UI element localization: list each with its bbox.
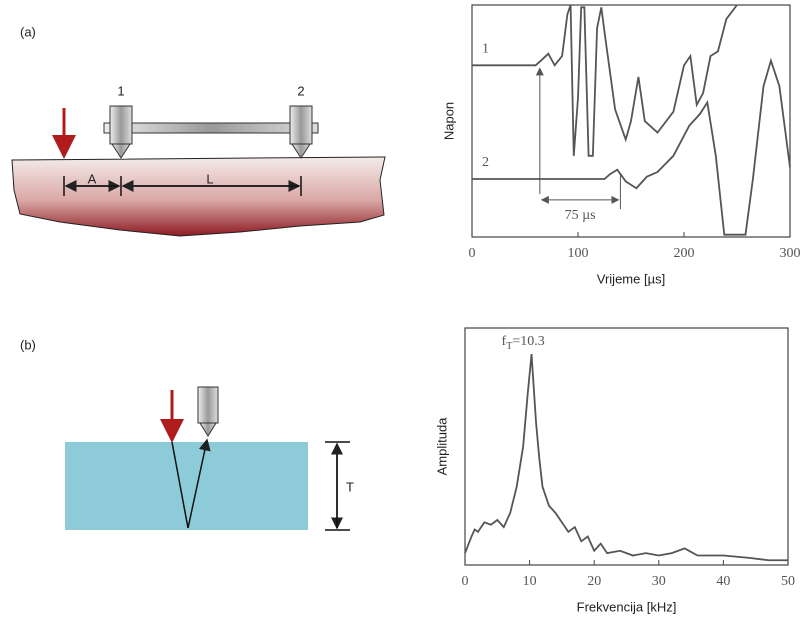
sensor-bar [103, 122, 319, 134]
wave-path [171, 441, 189, 529]
thickness-dimension [325, 441, 350, 531]
peak-label-part: T [506, 341, 512, 352]
sensor-tip [291, 143, 311, 159]
sensor-label: 1 [117, 83, 124, 98]
thickness-label: T [346, 479, 354, 494]
sensor-label: 2 [297, 83, 304, 98]
x-tick-label: 0 [469, 246, 476, 261]
signal-line [464, 353, 788, 562]
y-axis-label: Napon [441, 102, 456, 140]
x-tick-label: 50 [781, 574, 795, 589]
sensor-1 [109, 105, 133, 145]
panel-label: (b) [20, 337, 36, 352]
plot-frame [464, 327, 789, 566]
signal-line [472, 4, 738, 157]
distance-label: L [206, 171, 213, 186]
series-label: 2 [482, 155, 489, 170]
sensor [197, 386, 219, 424]
y-axis-label: Amplituda [434, 417, 449, 476]
x-tick-label: 100 [568, 246, 589, 261]
peak-label-part: f [502, 334, 507, 349]
distance-label: A [88, 171, 97, 186]
x-tick-label: 20 [587, 574, 601, 589]
dimension-lines [63, 176, 302, 196]
plot-frame [471, 4, 791, 238]
sensor-tip [199, 422, 217, 437]
peak-label-part: =10.3 [512, 334, 544, 349]
series-label: 1 [482, 42, 489, 57]
x-tick-label: 10 [523, 574, 537, 589]
x-tick-label: 0 [462, 574, 469, 589]
sensor-2 [289, 105, 313, 145]
x-tick-label: 300 [780, 246, 801, 261]
peak-label: fT=10.3 [502, 334, 545, 352]
x-tick-label: 30 [652, 574, 666, 589]
x-axis-label: Vrijeme [µs] [597, 271, 665, 286]
signal-line [472, 57, 791, 236]
sensor-tip [111, 143, 131, 159]
x-tick-label: 200 [674, 246, 695, 261]
concrete-element [11, 156, 386, 237]
panel-label: (a) [20, 24, 36, 39]
wave-path [187, 438, 211, 529]
x-tick-label: 40 [716, 574, 730, 589]
plate [65, 442, 308, 530]
x-axis-label: Frekvencija [kHz] [577, 599, 677, 614]
delay-label: 75 µs [565, 208, 596, 223]
